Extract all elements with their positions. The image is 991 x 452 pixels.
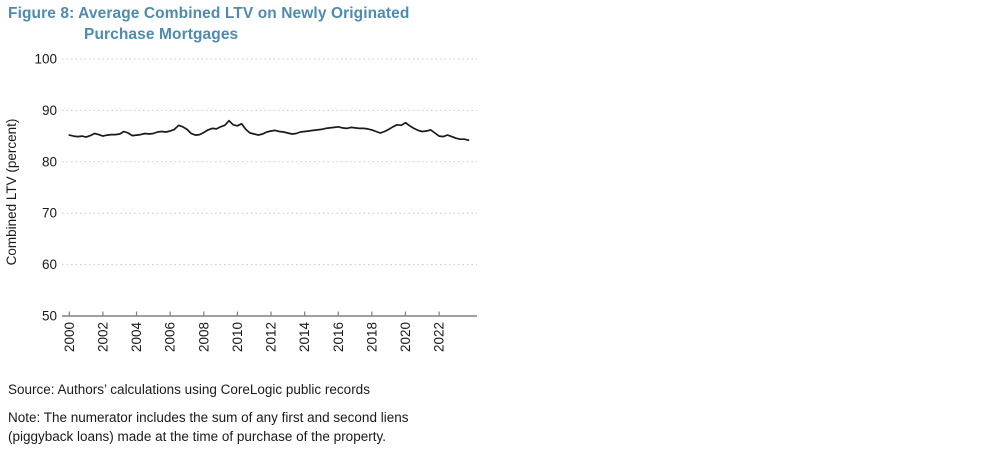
x-tick-label: 2020	[398, 322, 413, 352]
x-tick-label: 2002	[95, 322, 110, 352]
x-tick-label: 2010	[230, 322, 245, 352]
source-text: Source: Authors’ calculations using Core…	[8, 382, 370, 397]
x-tick-label: 2018	[364, 322, 379, 352]
y-axis-title: Combined LTV (percent)	[4, 119, 19, 266]
gridlines	[62, 58, 477, 266]
ltv-line-chart: Combined LTV (percent) 100 90 80 70 60 50 2000…	[4, 52, 477, 353]
tick-labels: 100 90 80 70 60 50 2000 2002 2004 2006 2008 2010 201…	[34, 52, 446, 353]
note-text: Note: The numerator includes the sum of …	[8, 409, 408, 446]
y-tick-label: 50	[42, 309, 57, 324]
y-tick-label: 80	[42, 154, 57, 169]
note-line1: Note: The numerator includes the sum of …	[8, 410, 409, 425]
figure-title: Figure 8: Average Combined LTV on Newly …	[8, 3, 409, 45]
y-tick-label: 90	[42, 103, 57, 118]
figure-title-line2: Purchase Mortgages	[84, 26, 239, 43]
ltv-line	[68, 119, 470, 142]
x-tick-label: 2016	[331, 322, 346, 352]
y-tick-label: 100	[34, 52, 57, 67]
note-line2: (piggyback loans) made at the time of pu…	[8, 428, 386, 444]
figure-title-line1: Figure 8: Average Combined LTV on Newly …	[8, 5, 410, 22]
chart-layers: Combined LTV (percent) 100 90 80 70 60 50 2000…	[4, 52, 477, 353]
x-tick-label: 2022	[432, 322, 447, 352]
x-tick-label: 2004	[129, 322, 144, 353]
x-tick-label: 2006	[163, 322, 178, 352]
x-tick-label: 2012	[264, 322, 279, 352]
y-tick-label: 60	[42, 257, 57, 272]
y-tick-label: 70	[42, 206, 57, 221]
x-tick-label: 2008	[196, 322, 211, 352]
x-tick-label: 2014	[297, 322, 312, 353]
ltv-series-line	[68, 119, 470, 142]
x-tick-label: 2000	[62, 322, 77, 352]
x-axis	[62, 311, 477, 317]
